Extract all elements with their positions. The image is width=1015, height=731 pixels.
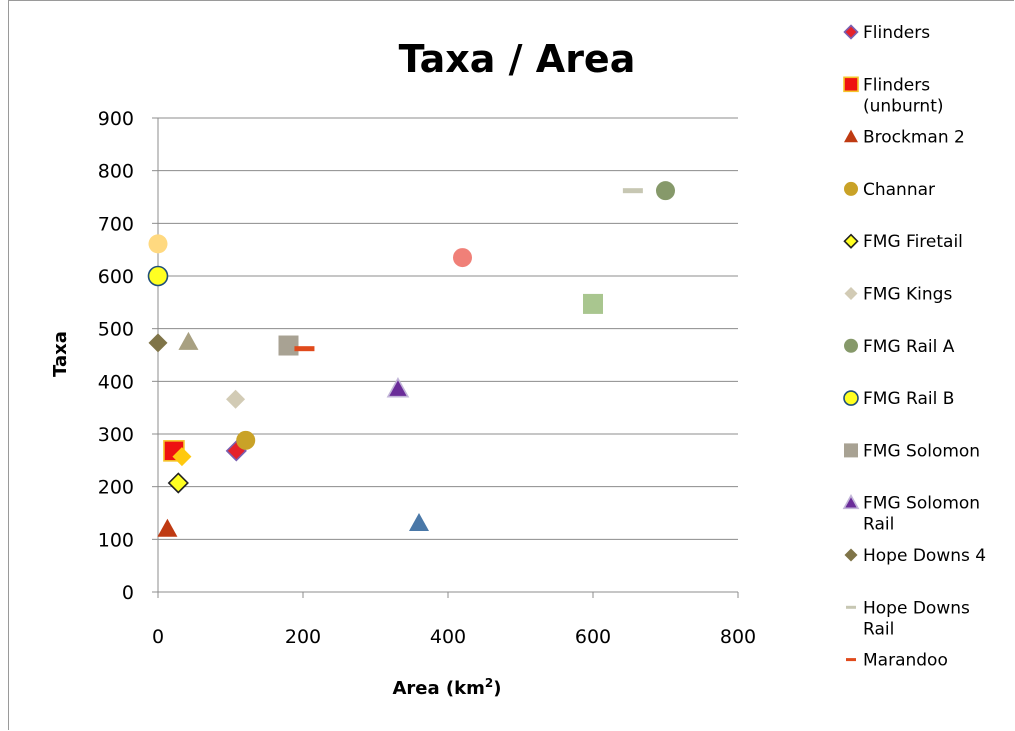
y-tick-label: 700	[98, 213, 134, 235]
y-tick-label: 200	[98, 477, 134, 499]
legend-label: (unburnt)	[863, 96, 944, 116]
legend-label: FMG Solomon	[863, 494, 980, 514]
data-point	[409, 513, 429, 532]
legend-label: FMG Kings	[863, 285, 952, 305]
data-point	[148, 333, 168, 353]
data-point	[172, 447, 192, 467]
data-point	[583, 293, 603, 314]
data-point	[178, 331, 199, 350]
x-tick-label: 600	[575, 626, 611, 648]
data-point	[656, 181, 675, 201]
data-point	[294, 346, 315, 352]
x-tick-label: 400	[430, 626, 466, 648]
x-axis-label: Area (km2)	[393, 676, 502, 699]
legend-label: Hope Downs	[863, 598, 970, 618]
legend-marker	[844, 129, 858, 143]
chart-title: Taxa / Area	[399, 37, 636, 81]
data-point	[236, 430, 256, 450]
axes	[157, 118, 739, 598]
x-tick-label: 200	[285, 626, 321, 648]
legend-entry: Channar	[844, 180, 935, 200]
legend-entry: Flinders	[843, 23, 930, 43]
data-point	[147, 265, 169, 287]
legend-label: Rail	[863, 619, 894, 639]
legend-marker	[846, 658, 856, 662]
y-axis-label: Taxa	[50, 331, 71, 377]
data-point	[167, 472, 189, 494]
legend-marker	[844, 181, 858, 196]
y-tick-label: 400	[98, 371, 134, 393]
legend-label: Flinders	[863, 75, 930, 95]
data-point	[157, 518, 178, 537]
data-point	[386, 377, 410, 398]
data-point	[226, 389, 246, 409]
data-point	[148, 234, 168, 254]
legend-marker	[844, 287, 858, 300]
legend-entry: FMG Rail A	[844, 337, 955, 357]
legend-label: FMG Solomon	[863, 441, 980, 461]
data-point	[622, 188, 643, 194]
legend-entry: Hope Downs 4	[844, 546, 986, 566]
legend-marker	[843, 390, 859, 406]
legend-marker	[844, 548, 858, 562]
legend-marker	[844, 338, 858, 353]
legend-label: Rail	[863, 515, 894, 535]
legend-entry: Brockman 2	[844, 128, 965, 148]
y-tick-labels: 0 100 200 300 400 500 600 700 800 900	[98, 108, 134, 604]
legend-entry: FMG Firetail	[843, 232, 963, 252]
legend-marker	[843, 24, 859, 40]
data-points	[147, 181, 675, 537]
y-tick-label: 600	[98, 266, 134, 288]
legend-label: FMG Rail B	[863, 389, 954, 409]
legend-label: Brockman 2	[863, 128, 965, 148]
y-tick-label: 800	[98, 161, 134, 183]
legend-label: Marandoo	[863, 651, 948, 671]
legend-entry: Marandoo	[846, 651, 948, 671]
chart-frame	[8, 0, 1014, 730]
gridlines	[152, 117, 738, 593]
y-tick-label: 0	[122, 582, 134, 604]
x-tick-label: 0	[152, 626, 164, 648]
legend-entry: FMG Rail B	[843, 389, 954, 409]
legend-marker	[843, 233, 859, 249]
legend-entry: Flinders(unburnt)	[843, 75, 944, 116]
legend-label: Flinders	[863, 23, 930, 43]
legend-label: FMG Firetail	[863, 232, 963, 252]
x-tick-label: 800	[720, 626, 756, 648]
legend-marker	[846, 605, 856, 609]
x-tick-labels: 0 200 400 600 800	[152, 626, 756, 648]
legend-marker	[844, 443, 858, 458]
y-tick-label: 500	[98, 319, 134, 341]
legend-label: Hope Downs 4	[863, 546, 986, 566]
y-tick-label: 300	[98, 424, 134, 446]
legend-marker	[843, 76, 859, 93]
y-tick-label: 100	[98, 529, 134, 551]
legend-marker	[842, 494, 860, 510]
legend-entry: FMG Kings	[844, 285, 952, 305]
data-point	[278, 335, 299, 356]
legend-entry: FMG Solomon	[844, 441, 980, 461]
data-point	[453, 248, 472, 268]
legend-label: FMG Rail A	[863, 337, 955, 357]
legend-label: Channar	[863, 180, 935, 200]
y-tick-label: 900	[98, 108, 134, 130]
